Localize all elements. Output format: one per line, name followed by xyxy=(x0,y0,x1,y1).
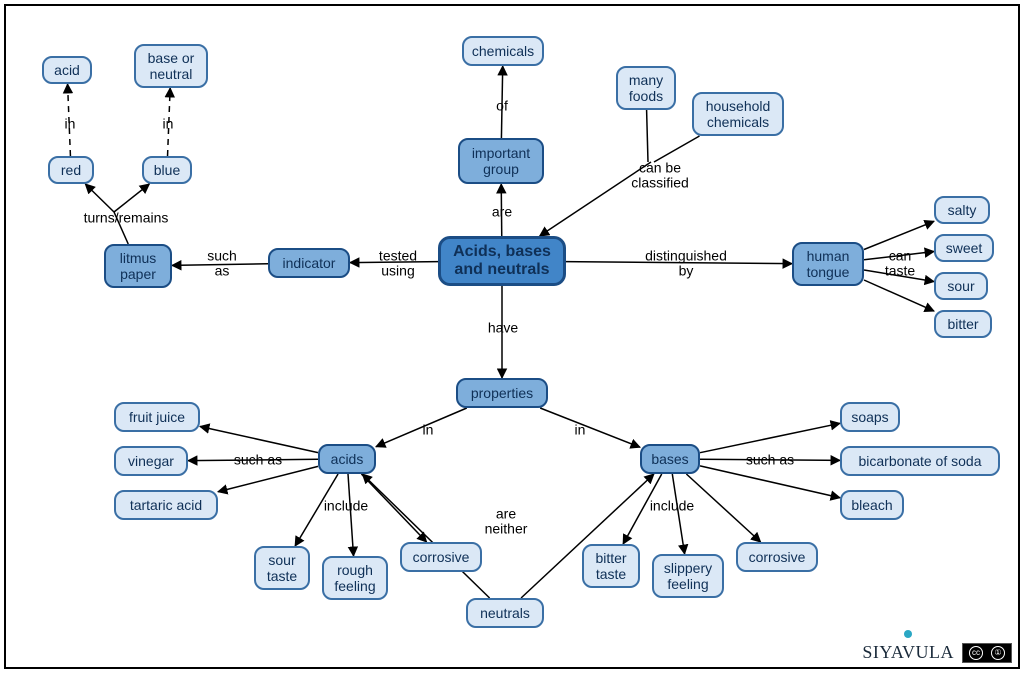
node-chemicals: chemicals xyxy=(462,36,544,66)
node-corrosive_a: corrosive xyxy=(400,542,482,572)
node-indicator: indicator xyxy=(268,248,350,278)
node-bitter: bitter xyxy=(934,310,992,338)
edge-label: in xyxy=(163,116,174,131)
node-vinegar: vinegar xyxy=(114,446,188,476)
node-household: household chemicals xyxy=(692,92,784,136)
siyavula-logo: SIYAVULA xyxy=(862,642,954,663)
node-sour_taste: sour taste xyxy=(254,546,310,590)
edge-label: such as xyxy=(746,452,794,467)
node-rough: rough feeling xyxy=(322,556,388,600)
node-blue: blue xyxy=(142,156,192,184)
node-sweet: sweet xyxy=(934,234,994,262)
node-litmus: litmus paper xyxy=(104,244,172,288)
edge-label: can taste xyxy=(885,249,915,280)
node-acid_top: acid xyxy=(42,56,92,84)
node-tongue: human tongue xyxy=(792,242,864,286)
branding: SIYAVULA cc① xyxy=(862,642,1012,663)
node-soaps: soaps xyxy=(840,402,900,432)
edge-label: such as xyxy=(207,249,237,280)
edge-label: have xyxy=(488,320,518,335)
node-bases: bases xyxy=(640,444,700,474)
edge-label: are xyxy=(492,204,512,219)
edge-label: can be classified xyxy=(631,161,689,192)
edge-label: tested using xyxy=(379,249,417,280)
edge-label: turns/remains xyxy=(84,210,169,225)
edges-layer xyxy=(6,6,1018,667)
edge-label: include xyxy=(650,498,694,513)
node-salty: salty xyxy=(934,196,990,224)
edge-label: of xyxy=(496,98,508,113)
node-bleach: bleach xyxy=(840,490,904,520)
node-sour: sour xyxy=(934,272,988,300)
node-red: red xyxy=(48,156,94,184)
node-properties: properties xyxy=(456,378,548,408)
node-tartaric: tartaric acid xyxy=(114,490,218,520)
edge-label: include xyxy=(324,498,368,513)
node-slippery: slippery feeling xyxy=(652,554,724,598)
node-bicarb: bicarbonate of soda xyxy=(840,446,1000,476)
node-bitter_taste: bitter taste xyxy=(582,544,640,588)
edge-label: distinguished by xyxy=(645,249,727,280)
node-important_group: important group xyxy=(458,138,544,184)
edge-label: are neither xyxy=(485,507,528,538)
node-base_neutral: base or neutral xyxy=(134,44,208,88)
concept-map-canvas: Acids, bases and neutrals important group… xyxy=(4,4,1020,669)
edge-label: in xyxy=(423,422,434,437)
edge-label: in xyxy=(65,116,76,131)
cc-badge: cc① xyxy=(962,643,1012,663)
edge-label: in xyxy=(575,422,586,437)
node-many_foods: many foods xyxy=(616,66,676,110)
node-fruit_juice: fruit juice xyxy=(114,402,200,432)
node-corrosive_b: corrosive xyxy=(736,542,818,572)
node-neutrals: neutrals xyxy=(466,598,544,628)
edge-label: such as xyxy=(234,452,282,467)
node-acids: acids xyxy=(318,444,376,474)
node-center: Acids, bases and neutrals xyxy=(438,236,566,286)
